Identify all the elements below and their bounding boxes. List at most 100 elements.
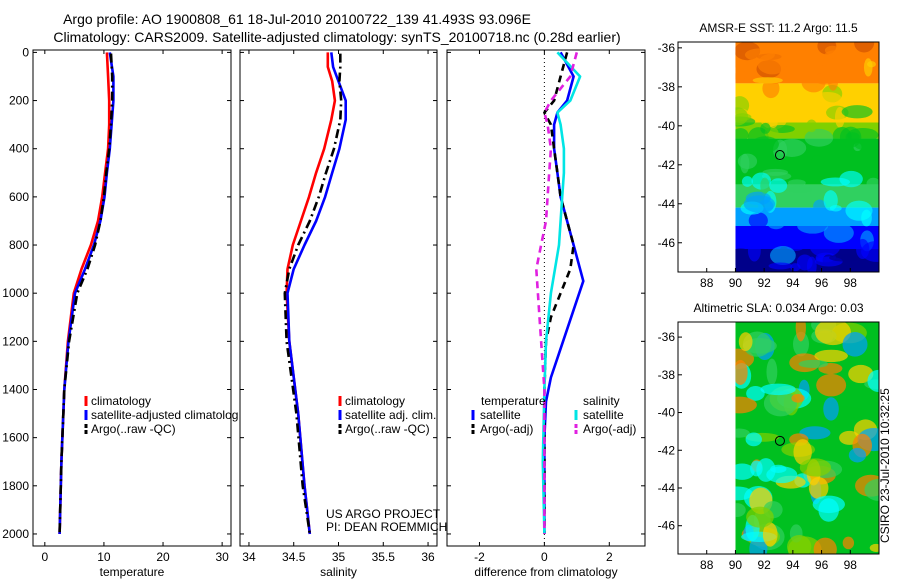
temperature-legend-label: satellite-adjusted climatology xyxy=(91,408,244,422)
sla-map-cell xyxy=(793,439,812,465)
sla-map-x-tick-label: 90 xyxy=(729,558,743,572)
temperature-y-tick-label: 400 xyxy=(9,142,29,156)
sst-map-cell xyxy=(757,53,788,75)
sla-map-cell xyxy=(760,383,796,396)
sst-map-cell xyxy=(752,77,783,84)
sla-map-cell xyxy=(814,322,851,346)
sst-map-cell xyxy=(854,42,875,53)
sst-map-cell xyxy=(823,190,838,211)
temperature-y-tick-label: 200 xyxy=(9,94,29,108)
sst-map-title: AMSR-E SST: 11.2 Argo: 11.5 xyxy=(699,21,858,35)
sst-map-cell xyxy=(760,177,770,194)
sst-map-cell xyxy=(743,195,776,213)
sst-map-cell xyxy=(748,212,768,229)
salinity-x-tick-label: 34.5 xyxy=(282,550,306,564)
sst-map-cell xyxy=(822,62,833,70)
sla-map-field xyxy=(735,322,879,554)
difference-legend-label: Argo(-adj) xyxy=(583,422,636,436)
sla-map-cell xyxy=(823,397,839,421)
sst-map-cell xyxy=(751,136,779,153)
salinity-legend-label: climatology xyxy=(345,394,405,408)
sla-map-cell xyxy=(735,463,755,480)
sla-map-cell xyxy=(766,358,778,386)
sla-map-cell xyxy=(762,522,778,547)
credit-project: US ARGO PROJECT xyxy=(326,507,441,521)
salinity-series-line xyxy=(286,52,348,535)
difference-legend-heading: salinity xyxy=(583,394,620,408)
sst-map-x-tick-label: 92 xyxy=(757,276,771,290)
sst-map-cell xyxy=(781,56,810,63)
salinity-x-tick-label: 34 xyxy=(242,550,256,564)
temperature-y-tick-label: 1800 xyxy=(2,479,29,493)
sla-map-cell xyxy=(826,525,841,534)
sla-map-y-tick-label: -44 xyxy=(658,481,676,495)
sla-map-cell xyxy=(735,396,757,414)
sla-map-y-tick-label: -38 xyxy=(658,368,676,382)
difference-legend-label: satellite xyxy=(480,408,521,422)
sst-map-y-tick-label: -44 xyxy=(658,197,676,211)
temperature-y-tick-label: 1000 xyxy=(2,286,29,300)
sst-map-cell xyxy=(804,128,834,147)
sst-map-cell xyxy=(854,156,871,168)
temperature-y-tick-label: 1400 xyxy=(2,382,29,396)
sst-map-cell xyxy=(841,105,873,119)
sst-map-cell xyxy=(863,58,873,77)
sst-map-cell xyxy=(800,152,816,173)
temperature-legend-label: climatology xyxy=(91,394,151,408)
sst-map-cell xyxy=(768,262,793,270)
sla-map-x-tick-label: 88 xyxy=(700,558,714,572)
sst-map-cell xyxy=(814,72,837,85)
sst-map-cell xyxy=(813,199,827,213)
sst-map-cell xyxy=(823,222,854,243)
sla-map-cell xyxy=(869,543,879,552)
sla-map-cell xyxy=(812,495,845,514)
sst-map-cell xyxy=(806,119,817,133)
sla-map-cell xyxy=(746,386,765,401)
salinity-x-tick-label: 35.5 xyxy=(372,550,396,564)
sst-map-cell xyxy=(796,254,813,271)
salinity-x-axis-label: salinity xyxy=(320,565,357,579)
sst-map-cell xyxy=(829,254,859,262)
temperature-x-tick-label: 30 xyxy=(215,550,229,564)
sst-map-field xyxy=(735,42,879,272)
sla-map-cell xyxy=(779,346,793,356)
difference-x-tick-label: -2 xyxy=(474,550,485,564)
sst-map-cell xyxy=(767,218,785,230)
sst-map-cell xyxy=(737,153,758,169)
temperature-x-tick-label: 10 xyxy=(97,550,111,564)
salinity-x-tick-label: 35 xyxy=(332,550,346,564)
sla-map-cell xyxy=(798,359,829,368)
sst-map-cell xyxy=(762,168,789,176)
sla-map-cell xyxy=(799,426,831,440)
temperature-y-tick-label: 2000 xyxy=(2,527,29,541)
difference-x-tick-label: 0 xyxy=(541,550,548,564)
sst-map-x-tick-label: 96 xyxy=(815,276,829,290)
sla-map-cell xyxy=(735,359,748,386)
sst-map-y-tick-label: -40 xyxy=(658,119,676,133)
sla-map-cell xyxy=(833,406,867,418)
sla-map-cell xyxy=(766,466,798,484)
sst-map-cell xyxy=(861,209,872,227)
sla-map-cell xyxy=(867,369,879,393)
credit-timestamp: CSIRO 23-Jul-2010 10:32:25 xyxy=(878,388,892,543)
difference-x-tick-label: 2 xyxy=(606,550,613,564)
sst-map-cell xyxy=(839,126,862,148)
sla-map-cell xyxy=(799,458,832,477)
temperature-plot-frame xyxy=(32,49,232,547)
temperature-x-tick-label: 0 xyxy=(41,550,48,564)
sst-map-y-tick-label: -36 xyxy=(658,41,676,55)
difference-legend-label: satellite xyxy=(583,408,624,422)
temperature-x-axis-label: temperature xyxy=(100,565,165,579)
difference-series-line xyxy=(541,51,582,535)
sla-map-argo-location-marker xyxy=(774,435,785,446)
sla-map-cell xyxy=(816,373,847,397)
sla-map-border xyxy=(677,321,880,555)
temperature-x-tick-label: 20 xyxy=(156,550,170,564)
sla-map-title: Altimetric SLA: 0.034 Argo: 0.03 xyxy=(693,301,863,315)
salinity-series-line xyxy=(283,53,343,535)
difference-series-line xyxy=(534,52,579,534)
sla-map-cell xyxy=(814,349,848,363)
sst-map-cell xyxy=(824,45,840,55)
